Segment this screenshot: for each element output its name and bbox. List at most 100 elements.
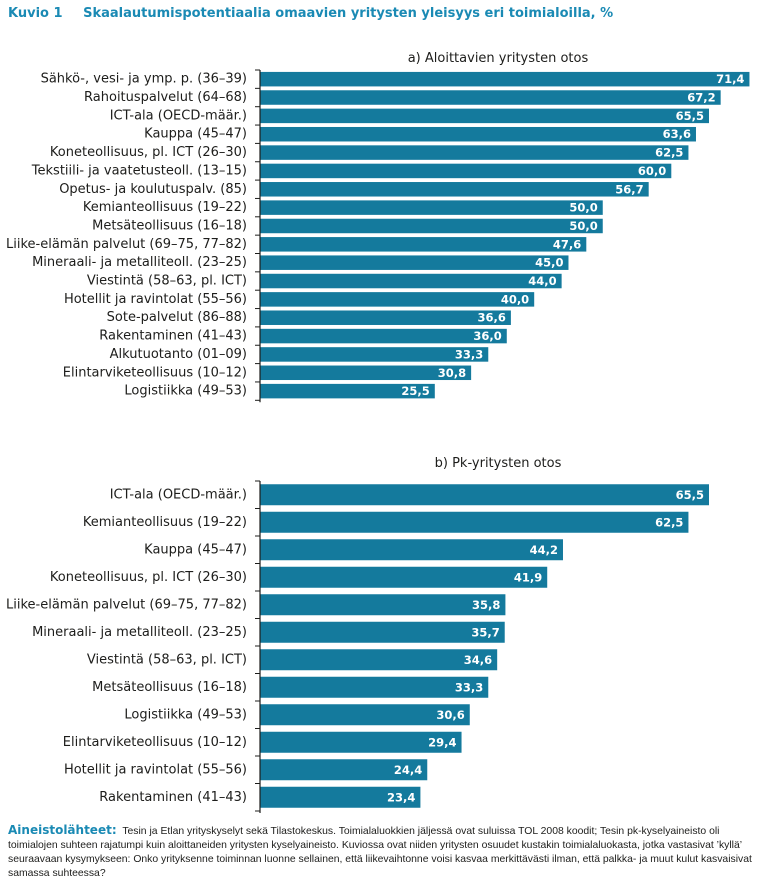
value-label: 63,6: [663, 127, 691, 141]
bar: [260, 676, 489, 698]
bar: [260, 182, 649, 197]
value-label: 56,7: [615, 182, 643, 196]
value-label: 50,0: [569, 219, 597, 233]
bar: [260, 163, 672, 179]
value-label: 24,4: [394, 763, 422, 777]
source-text: Tesin ja Etlan yrityskyselyt sekä Tilast…: [8, 826, 752, 879]
source-label: Aineistolähteet:: [8, 823, 117, 837]
category-label: Elintarviketeollisuus (10–12): [63, 735, 247, 750]
value-label: 23,4: [387, 790, 415, 804]
value-label: 29,4: [428, 735, 456, 749]
category-label: ICT-ala (OECD-määr.): [110, 487, 247, 502]
category-label: Rakentaminen (41–43): [99, 329, 247, 344]
category-label: Kauppa (45–47): [144, 127, 247, 142]
category-label: Sote-palvelut (86–88): [107, 310, 247, 325]
category-label: Sähkö-, vesi- ja ymp. p. (36–39): [41, 72, 247, 87]
figure-title: Skaalautumispotentiaalia omaavien yritys…: [83, 6, 614, 21]
category-label: Viestintä (58–63, pl. ICT): [87, 652, 247, 667]
bar: [260, 704, 470, 726]
value-label: 30,6: [436, 708, 464, 722]
value-label: 71,4: [716, 72, 744, 86]
category-label: Mineraali- ja metalliteoll. (23–25): [32, 255, 247, 270]
category-label: Rahoituspalvelut (64–68): [84, 90, 247, 105]
value-label: 35,8: [472, 598, 500, 612]
category-label: Hotellit ja ravintolat (55–56): [64, 762, 247, 777]
category-label: Kemianteollisuus (19–22): [83, 515, 247, 530]
category-label: Opetus- ja koulutuspalv. (85): [59, 182, 247, 197]
value-label: 44,0: [528, 274, 556, 288]
category-label: Kauppa (45–47): [144, 542, 247, 557]
category-label: Liike-elämän palvelut (69–75, 77–82): [6, 237, 247, 252]
bar: [260, 731, 462, 753]
value-label: 36,0: [473, 329, 501, 343]
bar: [260, 786, 421, 808]
value-label: 33,3: [455, 347, 483, 361]
bar: [260, 237, 587, 252]
value-label: 36,6: [478, 311, 506, 325]
category-label: Logistiikka (49–53): [124, 707, 247, 722]
bar: [260, 292, 535, 307]
source-note: Aineistolähteet: Tesin ja Etlan yritysky…: [8, 823, 758, 881]
category-label: Rakentaminen (41–43): [99, 790, 247, 805]
bar: [260, 484, 709, 506]
chart-panel-a: a) Aloittavien yritysten otos Sähkö-, ves…: [6, 51, 750, 403]
category-label: Elintarviketeollisuus (10–12): [63, 365, 247, 380]
bar: [260, 218, 603, 234]
category-label: Viestintä (58–63, pl. ICT): [87, 274, 247, 289]
category-label: Koneteollisuus, pl. ICT (26–30): [50, 570, 247, 585]
category-label: ICT-ala (OECD-määr.): [110, 108, 247, 123]
category-label: Alkutuotanto (01–09): [110, 347, 247, 362]
bar-charts: a) Aloittavien yritysten otos Sähkö-, ves…: [6, 51, 750, 813]
value-label: 50,0: [569, 201, 597, 215]
bar: [260, 365, 472, 381]
bar: [260, 566, 548, 588]
bar: [260, 255, 569, 270]
bar: [260, 383, 435, 399]
bar: [260, 90, 721, 105]
chart-panel-b: b) Pk-yritysten otos ICT-ala (OECD-määr.)…: [6, 456, 709, 813]
bar: [260, 71, 750, 87]
value-label: 41,9: [514, 570, 542, 584]
bar: [260, 539, 563, 561]
value-label: 30,8: [438, 366, 466, 380]
bar: [260, 108, 709, 124]
category-label: Mineraali- ja metalliteoll. (23–25): [32, 625, 247, 640]
bar: [260, 145, 689, 160]
value-label: 62,5: [655, 146, 683, 160]
value-label: 25,5: [401, 384, 429, 398]
value-label: 67,2: [687, 91, 715, 105]
bar: [260, 200, 603, 215]
category-label: Kemianteollisuus (19–22): [83, 200, 247, 215]
chart-title: a) Aloittavien yritysten otos: [408, 51, 589, 66]
bar: [260, 310, 511, 325]
value-label: 44,2: [530, 543, 558, 557]
bar: [260, 347, 489, 362]
value-label: 45,0: [535, 256, 563, 270]
bar: [260, 273, 562, 289]
bar: [260, 621, 505, 643]
value-label: 65,5: [676, 109, 704, 123]
value-label: 47,6: [553, 237, 581, 251]
bar: [260, 594, 506, 616]
value-label: 33,3: [455, 680, 483, 694]
bar: [260, 126, 696, 142]
figure-label: Kuvio 1: [8, 6, 63, 21]
figure-header: Kuvio 1 Skaalautumispotentiaalia omaavie…: [8, 6, 758, 26]
bar: [260, 328, 507, 344]
bar: [260, 511, 689, 533]
value-label: 62,5: [655, 515, 683, 529]
value-label: 34,6: [464, 653, 492, 667]
chart-title: b) Pk-yritysten otos: [435, 456, 562, 471]
category-label: Koneteollisuus, pl. ICT (26–30): [50, 145, 247, 160]
category-label: Metsäteollisuus (16–18): [92, 218, 247, 233]
value-label: 35,7: [471, 625, 499, 639]
category-label: Tekstiili- ja vaatetusteoll. (13–15): [31, 163, 247, 178]
value-label: 60,0: [638, 164, 666, 178]
bar: [260, 759, 428, 781]
category-label: Metsäteollisuus (16–18): [92, 680, 247, 695]
value-label: 40,0: [501, 292, 529, 306]
bar: [260, 649, 498, 671]
value-label: 65,5: [676, 488, 704, 502]
category-label: Liike-elämän palvelut (69–75, 77–82): [6, 597, 247, 612]
category-label: Logistiikka (49–53): [124, 384, 247, 399]
